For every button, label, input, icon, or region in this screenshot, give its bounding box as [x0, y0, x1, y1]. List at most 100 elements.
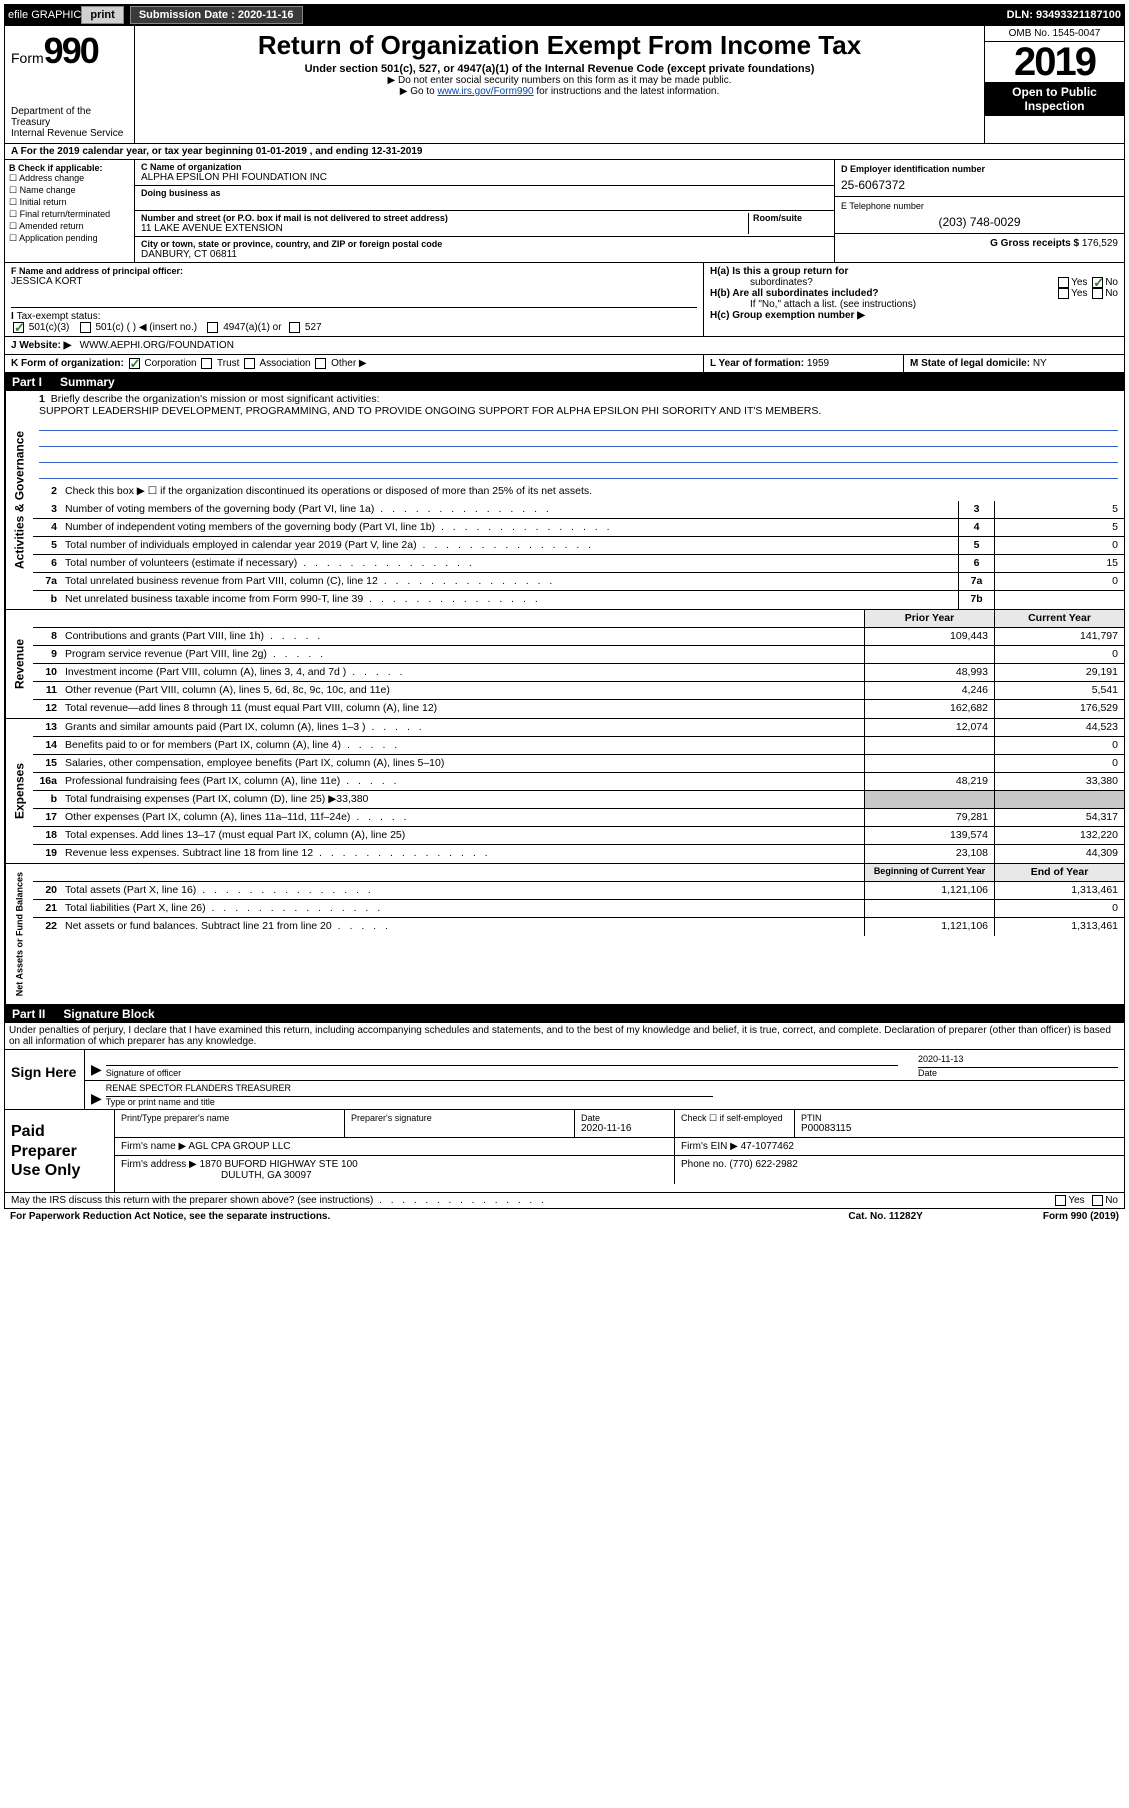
line-13-prior: 12,074 [864, 719, 994, 736]
line-18-prior: 139,574 [864, 827, 994, 844]
arrow-icon: ▶ [91, 1090, 102, 1107]
line-20-desc: Total assets (Part X, line 16) [61, 882, 864, 899]
expenses-section: Expenses 13Grants and similar amounts pa… [4, 719, 1125, 864]
chk-ha-no[interactable] [1092, 277, 1103, 288]
line-17-prior: 79,281 [864, 809, 994, 826]
irs-discuss-row: May the IRS discuss this return with the… [4, 1193, 1125, 1209]
chk-initial-return[interactable]: ☐ Initial return [9, 197, 130, 208]
firm-phone: (770) 622-2982 [729, 1159, 797, 1170]
chk-discuss-yes[interactable] [1055, 1195, 1066, 1206]
open-to-public: Open to Public Inspection [985, 82, 1124, 116]
declaration-text: Under penalties of perjury, I declare th… [4, 1023, 1125, 1050]
line-7b-desc: Net unrelated business taxable income fr… [61, 591, 958, 609]
header-right: OMB No. 1545-0047 2019 Open to Public In… [984, 26, 1124, 143]
room-label: Room/suite [753, 213, 828, 223]
submission-date-button[interactable]: Submission Date : 2020-11-16 [130, 6, 303, 24]
header-center: Return of Organization Exempt From Incom… [135, 26, 984, 143]
irs-discuss-q: May the IRS discuss this return with the… [11, 1195, 547, 1206]
chk-discuss-no[interactable] [1092, 1195, 1103, 1206]
chk-527[interactable] [289, 322, 300, 333]
footer-paperwork: For Paperwork Reduction Act Notice, see … [10, 1211, 330, 1222]
line-11-desc: Other revenue (Part VIII, column (A), li… [61, 682, 864, 699]
print-button[interactable]: print [81, 6, 123, 24]
mission-q: Briefly describe the organization's miss… [51, 393, 380, 405]
net-assets-section: Net Assets or Fund Balances Beginning of… [4, 864, 1125, 1005]
box-c: C Name of organization ALPHA EPSILON PHI… [135, 160, 834, 262]
line-12-curr: 176,529 [994, 700, 1124, 718]
line-22-desc: Net assets or fund balances. Subtract li… [61, 918, 864, 936]
line-10-prior: 48,993 [864, 664, 994, 681]
header-left: Form990 Department of the Treasury Inter… [5, 26, 135, 143]
firm-name-label: Firm's name ▶ [121, 1141, 186, 1152]
line-4-desc: Number of independent voting members of … [61, 519, 958, 536]
chk-4947[interactable] [207, 322, 218, 333]
chk-assoc[interactable] [244, 358, 255, 369]
sig-date: 2020-11-13 [918, 1054, 963, 1064]
box-f: F Name and address of principal officer:… [5, 263, 704, 336]
website-value: WWW.AEPHI.ORG/FOUNDATION [80, 340, 234, 351]
chk-ha-yes[interactable] [1058, 277, 1069, 288]
firm-addr1: 1870 BUFORD HIGHWAY STE 100 [200, 1159, 358, 1170]
line-20-curr: 1,313,461 [994, 882, 1124, 899]
footer-final: For Paperwork Reduction Act Notice, see … [4, 1209, 1125, 1224]
line-21-prior [864, 900, 994, 917]
line-20-prior: 1,121,106 [864, 882, 994, 899]
side-revenue: Revenue [5, 610, 33, 718]
box-d: D Employer identification number 25-6067… [834, 160, 1124, 262]
chk-other[interactable] [315, 358, 326, 369]
firm-phone-label: Phone no. [681, 1159, 729, 1170]
line-16a-desc: Professional fundraising fees (Part IX, … [61, 773, 864, 790]
line-15-prior [864, 755, 994, 772]
line-2: Check this box ▶ ☐ if the organization d… [61, 483, 1124, 501]
line-11-curr: 5,541 [994, 682, 1124, 699]
revenue-section: Revenue Prior YearCurrent Year 8Contribu… [4, 610, 1125, 719]
firm-ein-label: Firm's EIN ▶ [681, 1141, 738, 1152]
box-l: L Year of formation: 1959 [704, 355, 904, 372]
chk-hb-no[interactable] [1092, 288, 1103, 299]
line-9-prior [864, 646, 994, 663]
org-name: ALPHA EPSILON PHI FOUNDATION INC [141, 172, 828, 183]
chk-address-change[interactable]: ☐ Address change [9, 173, 130, 184]
org-address: 11 LAKE AVENUE EXTENSION [141, 223, 748, 234]
irs-label: Internal Revenue Service [11, 128, 128, 139]
top-bar: efile GRAPHIC print Submission Date : 20… [4, 4, 1125, 26]
chk-corp[interactable] [129, 358, 140, 369]
dba-label: Doing business as [141, 188, 828, 198]
org-name-label: C Name of organization [141, 162, 828, 172]
form-prefix: Form [11, 50, 44, 66]
dept-label: Department of the Treasury [11, 106, 128, 128]
line-6-desc: Total number of volunteers (estimate if … [61, 555, 958, 572]
line-7a-desc: Total unrelated business revenue from Pa… [61, 573, 958, 590]
hdr-beg: Beginning of Current Year [864, 864, 994, 881]
ein-label: D Employer identification number [841, 164, 1118, 174]
box-h: H(a) Is this a group return for subordin… [704, 263, 1124, 336]
side-expenses: Expenses [5, 719, 33, 863]
line-21-curr: 0 [994, 900, 1124, 917]
hdr-curr: Current Year [994, 610, 1124, 627]
line-16b-desc: Total fundraising expenses (Part IX, col… [61, 791, 864, 808]
chk-501c3[interactable] [13, 322, 24, 333]
prep-date-label: Date [581, 1113, 668, 1123]
ein-value: 25-6067372 [841, 178, 1118, 192]
line-16a-curr: 33,380 [994, 773, 1124, 790]
chk-name-change[interactable]: ☐ Name change [9, 185, 130, 196]
line-8-prior: 109,443 [864, 628, 994, 645]
ptin-value: P00083115 [801, 1123, 1118, 1134]
chk-final-return[interactable]: ☐ Final return/terminated [9, 209, 130, 220]
chk-hb-yes[interactable] [1058, 288, 1069, 299]
chk-application-pending[interactable]: ☐ Application pending [9, 233, 130, 244]
prep-date: 2020-11-16 [581, 1123, 668, 1134]
chk-trust[interactable] [201, 358, 212, 369]
line-13-desc: Grants and similar amounts paid (Part IX… [61, 719, 864, 736]
part-1-label: Part I [12, 375, 50, 389]
box-m: M State of legal domicile: NY [904, 355, 1124, 372]
line-8-curr: 141,797 [994, 628, 1124, 645]
part-1-title: Summary [60, 375, 115, 389]
sig-officer-label: Signature of officer [106, 1068, 898, 1078]
side-activities: Activities & Governance [5, 391, 33, 609]
chk-501c[interactable] [80, 322, 91, 333]
form990-link[interactable]: www.irs.gov/Form990 [437, 86, 533, 97]
chk-amended-return[interactable]: ☐ Amended return [9, 221, 130, 232]
city-label: City or town, state or province, country… [141, 239, 828, 249]
gross-label: G Gross receipts $ [990, 238, 1082, 249]
